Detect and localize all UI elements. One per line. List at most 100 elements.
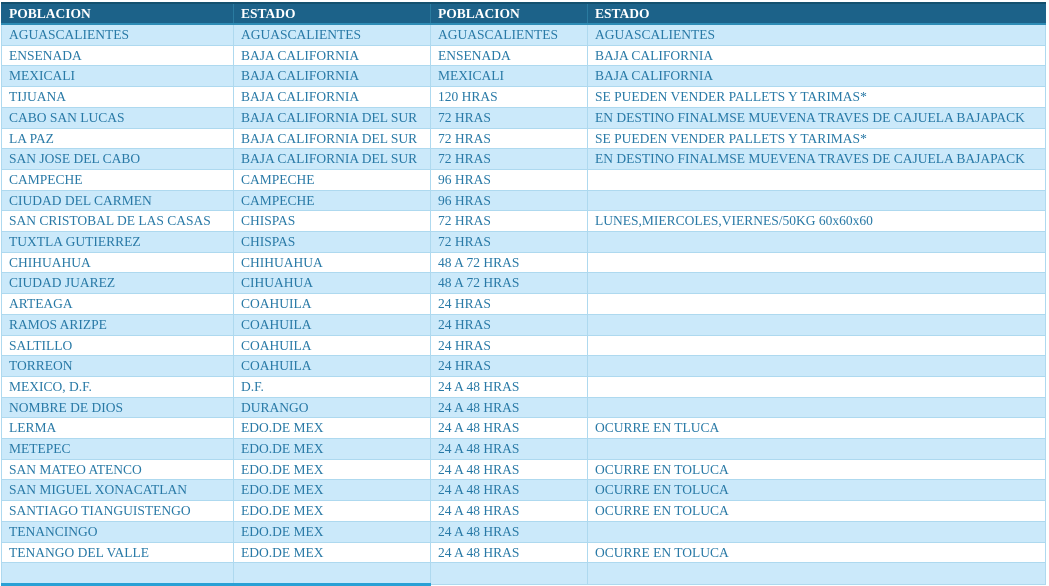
table-cell: COAHUILA <box>233 293 431 315</box>
table-cell: 96 HRAS <box>430 168 588 191</box>
table-cell: BAJA CALIFORNIA DEL SUR <box>233 127 431 150</box>
table-cell: EDO.DE MEX <box>233 438 431 460</box>
table-cell: 72 HRAS <box>430 148 588 170</box>
table-cell <box>587 396 1046 419</box>
table-cell: CAMPECHE <box>233 189 431 212</box>
table-cell: OCURRE EN TLUCA <box>587 417 1046 440</box>
table-cell: BAJA CALIFORNIA DEL SUR <box>233 148 431 170</box>
table-row: ENSENADA BAJA CALIFORNIA ENSENADA BAJA CALI… <box>1 44 1046 67</box>
table-header: POBLACION ESTADO POBLACION ESTADO <box>1 2 1046 25</box>
table-row: MEXICO, D.F. D.F. 24 A 48 HRAS <box>1 375 1046 398</box>
table-cell: 24 HRAS <box>430 313 588 336</box>
table-row: TENANCINGO EDO.DE MEX 24 A 48 HRAS <box>1 520 1046 543</box>
table-cell: ARTEAGA <box>1 293 234 315</box>
table-cell: SE PUEDEN VENDER PALLETS Y TARIMAS* <box>587 127 1046 150</box>
table-row: SAN MIGUEL XONACATLAN EDO.DE MEX 24 A 48 H… <box>1 479 1046 502</box>
table-cell: EDO.DE MEX <box>233 500 431 522</box>
table-cell <box>587 562 1046 585</box>
table-body: AGUASCALIENTES AGUASCALIENTES AGUASCALIENT… <box>1 23 1046 586</box>
table-cell: BAJA CALIFORNIA DEL SUR <box>233 106 431 129</box>
column-header-estado-2: ESTADO <box>587 2 1046 25</box>
table-cell: NOMBRE DE DIOS <box>1 396 234 419</box>
table-cell: EDO.DE MEX <box>233 520 431 543</box>
table-cell <box>587 293 1046 315</box>
table-row: NOMBRE DE DIOS DURANGO 24 A 48 HRAS <box>1 396 1046 419</box>
table-cell: SAN MIGUEL XONACATLAN <box>1 479 234 502</box>
table-cell: EN DESTINO FINALMSE MUEVENA TRAVES DE CA… <box>587 148 1046 170</box>
table-cell: BAJA CALIFORNIA <box>233 44 431 67</box>
table-row: CHIHUAHUA CHIHUAHUA 48 A 72 HRAS <box>1 251 1046 274</box>
table-cell: 72 HRAS <box>430 106 588 129</box>
table-cell: CIUDAD JUAREZ <box>1 272 234 295</box>
table-cell: 24 A 48 HRAS <box>430 500 588 522</box>
table-cell: 24 A 48 HRAS <box>430 438 588 460</box>
table-cell: 72 HRAS <box>430 231 588 253</box>
table-cell: 72 HRAS <box>430 127 588 150</box>
table-cell <box>587 375 1046 398</box>
table-cell: SALTILLO <box>1 334 234 357</box>
table-cell: TUXTLA GUTIERREZ <box>1 231 234 253</box>
table-cell: 24 A 48 HRAS <box>430 417 588 440</box>
table-cell: 96 HRAS <box>430 189 588 212</box>
table-cell: OCURRE EN TOLUCA <box>587 458 1046 481</box>
table-cell: SANTIAGO TIANGUISTENGO <box>1 500 234 522</box>
table-cell: 72 HRAS <box>430 210 588 233</box>
table-cell: 24 A 48 HRAS <box>430 541 588 564</box>
table-cell: EN DESTINO FINALMSE MUEVENA TRAVES DE CA… <box>587 106 1046 129</box>
table-row: TUXTLA GUTIERREZ CHISPAS 72 HRAS <box>1 231 1046 253</box>
table-cell: BAJA CALIFORNIA <box>233 65 431 88</box>
table-row: ARTEAGA COAHUILA 24 HRAS <box>1 293 1046 315</box>
table-cell: CABO SAN LUCAS <box>1 106 234 129</box>
column-header-poblacion-2: POBLACION <box>430 2 588 25</box>
table-row: SALTILLO COAHUILA 24 HRAS <box>1 334 1046 357</box>
table-row: SANTIAGO TIANGUISTENGO EDO.DE MEX 24 A 48 … <box>1 500 1046 522</box>
table-cell: EDO.DE MEX <box>233 541 431 564</box>
table-cell: MEXICALI <box>430 65 588 88</box>
table-cell: TORREON <box>1 355 234 377</box>
table-row: MEXICALI BAJA CALIFORNIA MEXICALI BAJA CALI… <box>1 65 1046 88</box>
table-cell: SAN MATEO ATENCO <box>1 458 234 481</box>
header-row: POBLACION ESTADO POBLACION ESTADO <box>1 2 1046 25</box>
table-cell: TENANCINGO <box>1 520 234 543</box>
table-row: SAN MATEO ATENCO EDO.DE MEX 24 A 48 HRAS OC… <box>1 458 1046 481</box>
table-cell: TENANGO DEL VALLE <box>1 541 234 564</box>
table-row: SAN CRISTOBAL DE LAS CASAS CHISPAS 72 HRAS… <box>1 210 1046 233</box>
table-row: LA PAZ BAJA CALIFORNIA DEL SUR 72 HRAS SE P… <box>1 127 1046 150</box>
empty-row <box>1 562 1046 586</box>
table-cell <box>587 438 1046 460</box>
table-cell <box>587 272 1046 295</box>
table-cell: CHISPAS <box>233 210 431 233</box>
table-row: CAMPECHE CAMPECHE 96 HRAS <box>1 168 1046 191</box>
table-cell: 24 A 48 HRAS <box>430 520 588 543</box>
table-cell: COAHUILA <box>233 313 431 336</box>
table-cell <box>587 520 1046 543</box>
table-cell <box>430 562 588 585</box>
table-cell: 24 A 48 HRAS <box>430 458 588 481</box>
table-row: TORREON COAHUILA 24 HRAS <box>1 355 1046 377</box>
table-cell: EDO.DE MEX <box>233 479 431 502</box>
table-cell <box>1 562 234 586</box>
table-cell: BAJA CALIFORNIA <box>587 44 1046 67</box>
table-cell: SE PUEDEN VENDER PALLETS Y TARIMAS* <box>587 86 1046 108</box>
table-cell: CAMPECHE <box>233 168 431 191</box>
table-cell: SAN JOSE DEL CABO <box>1 148 234 170</box>
table-row: CIUDAD DEL CARMEN CAMPECHE 96 HRAS <box>1 189 1046 212</box>
table-cell <box>587 231 1046 253</box>
table-row: RAMOS ARIZPE COAHUILA 24 HRAS <box>1 313 1046 336</box>
table-cell: EDO.DE MEX <box>233 458 431 481</box>
table-cell: 24 A 48 HRAS <box>430 375 588 398</box>
table-row: AGUASCALIENTES AGUASCALIENTES AGUASCALIENT… <box>1 23 1046 46</box>
table-row: SAN JOSE DEL CABO BAJA CALIFORNIA DEL SUR… <box>1 148 1046 170</box>
table-row: TENANGO DEL VALLE EDO.DE MEX 24 A 48 HRAS O… <box>1 541 1046 564</box>
table-cell: MEXICALI <box>1 65 234 88</box>
table-cell: CHISPAS <box>233 231 431 253</box>
table-row: CABO SAN LUCAS BAJA CALIFORNIA DEL SUR 72 … <box>1 106 1046 129</box>
table-cell: ENSENADA <box>430 44 588 67</box>
table-cell: 24 A 48 HRAS <box>430 396 588 419</box>
table-row: LERMA EDO.DE MEX 24 A 48 HRAS OCURRE EN TLU… <box>1 417 1046 440</box>
table-row: CIUDAD JUAREZ CIHUAHUA 48 A 72 HRAS <box>1 272 1046 295</box>
table-cell: LUNES,MIERCOLES,VIERNES/50KG 60x60x60 <box>587 210 1046 233</box>
table-cell: LERMA <box>1 417 234 440</box>
